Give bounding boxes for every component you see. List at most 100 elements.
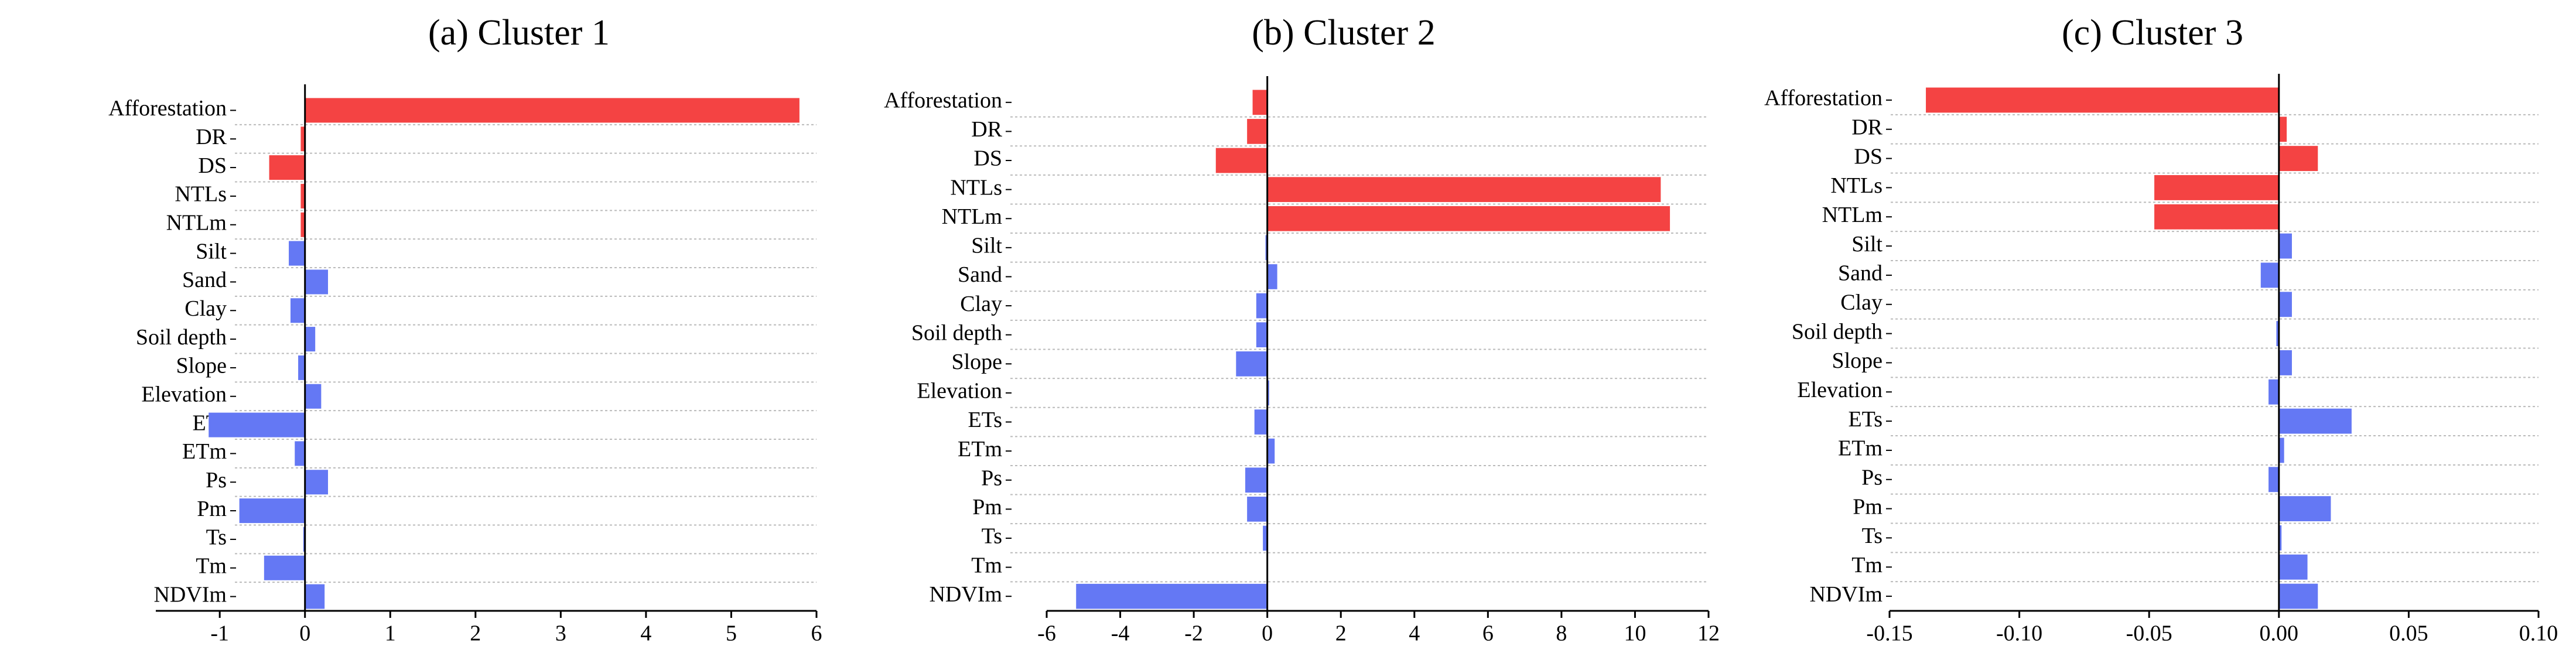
x-tick-label: 0.00 <box>2260 621 2299 646</box>
bar <box>209 412 305 437</box>
bar <box>2276 321 2279 347</box>
y-tick-label: Elevation <box>141 382 227 406</box>
y-tick-label: Soil depth <box>1792 319 1883 344</box>
bar <box>295 441 305 466</box>
bar <box>2260 262 2279 288</box>
x-tick-label: -0.15 <box>1866 621 1912 646</box>
bar <box>239 498 305 524</box>
y-tick-label: NDVIm <box>153 582 227 607</box>
x-tick-label: 4 <box>640 621 651 646</box>
x-tick-label: 12 <box>1697 621 1720 646</box>
bar <box>2278 350 2292 375</box>
y-tick-label: Ps <box>1861 465 1883 490</box>
y-tick-label: Silt <box>1851 232 1883 257</box>
y-tick-label: NDVIm <box>929 582 1002 607</box>
y-tick-label: Sand <box>1838 261 1883 286</box>
bar <box>2278 233 2292 259</box>
y-tick-label: Soil depth <box>136 325 227 350</box>
y-tick-label: NTLs <box>950 175 1002 200</box>
bar <box>2268 467 2279 493</box>
bar <box>2278 117 2287 142</box>
bar <box>305 269 329 295</box>
x-tick-label: 0.05 <box>2389 621 2428 646</box>
x-tick-label: -0.10 <box>1996 621 2042 646</box>
bar <box>305 470 329 495</box>
y-tick-label: NTLm <box>166 210 227 235</box>
y-tick-label: DR <box>971 117 1002 142</box>
y-tick-label: Tm <box>1851 553 1883 577</box>
x-tick-label: 5 <box>726 621 737 646</box>
bar <box>2278 437 2284 463</box>
bar <box>2278 525 2282 551</box>
y-tick-label: Clay <box>960 292 1002 316</box>
y-tick-label: NTLs <box>175 182 227 207</box>
bar <box>1267 206 1670 231</box>
bar <box>1263 525 1267 551</box>
y-tick-label: ETs <box>1848 407 1883 432</box>
x-tick-label: 3 <box>555 621 566 646</box>
y-tick-label: DR <box>1851 115 1883 139</box>
y-tick-label: NTLm <box>1822 203 1883 227</box>
bar <box>2154 204 2279 230</box>
y-tick-label: Silt <box>971 234 1002 258</box>
y-tick-label: Pm <box>197 497 227 521</box>
bar <box>1247 497 1267 522</box>
y-tick-label: Soil depth <box>911 320 1002 345</box>
x-tick-label: -1 <box>210 621 229 646</box>
chart-title: (c) Cluster 3 <box>2062 13 2243 53</box>
bar <box>2278 408 2352 434</box>
bar <box>298 355 305 380</box>
x-tick-label: 0 <box>299 621 310 646</box>
y-tick-label: Ps <box>981 466 1002 490</box>
bar <box>1236 351 1267 377</box>
y-tick-label: Tm <box>971 553 1002 577</box>
bar <box>289 241 305 266</box>
y-tick-label: Afforestation <box>884 88 1002 113</box>
y-tick-label: DS <box>1854 144 1883 169</box>
chart-title: (a) Cluster 1 <box>428 13 610 53</box>
y-tick-label: ETm <box>182 439 227 464</box>
bar <box>305 327 316 352</box>
bar <box>2278 146 2318 172</box>
x-tick-label: 10 <box>1624 621 1646 646</box>
bar <box>269 155 305 180</box>
y-tick-label: Ts <box>982 524 1002 549</box>
bar <box>305 584 325 609</box>
bar <box>2154 175 2279 200</box>
y-tick-label: Ts <box>206 525 227 550</box>
bar <box>1245 467 1267 493</box>
bar <box>2278 554 2308 580</box>
x-tick-label: 0.10 <box>2519 621 2558 646</box>
bar <box>1267 264 1277 289</box>
y-tick-label: Sand <box>958 262 1002 287</box>
bar <box>1076 583 1267 609</box>
y-tick-label: Slope <box>1832 348 1883 373</box>
y-tick-label: NTLm <box>942 204 1002 229</box>
bar <box>300 183 305 208</box>
y-tick-label: Slope <box>951 350 1002 374</box>
y-tick-label: Ts <box>1862 524 1883 548</box>
y-tick-label: NTLs <box>1830 173 1883 198</box>
bar <box>1267 177 1661 202</box>
bar <box>2268 379 2279 405</box>
bar <box>1254 409 1267 435</box>
y-tick-label: DS <box>973 146 1002 171</box>
y-tick-label: ETm <box>1838 436 1883 461</box>
y-tick-label: DS <box>198 153 227 178</box>
y-tick-label: Tm <box>196 553 227 578</box>
x-tick-label: -6 <box>1037 621 1056 646</box>
y-tick-label: Afforestation <box>108 96 227 121</box>
y-tick-label: Clay <box>185 296 227 321</box>
y-tick-label: DR <box>196 125 227 149</box>
bar <box>1256 322 1267 348</box>
bar <box>1256 293 1267 319</box>
y-tick-label: Afforestation <box>1764 86 1883 111</box>
y-tick-label: Silt <box>196 239 227 264</box>
bar <box>1252 90 1267 115</box>
x-tick-label: 4 <box>1409 621 1420 646</box>
x-tick-label: -2 <box>1184 621 1203 646</box>
bar <box>1215 148 1267 173</box>
chart-title: (b) Cluster 2 <box>1252 13 1435 53</box>
